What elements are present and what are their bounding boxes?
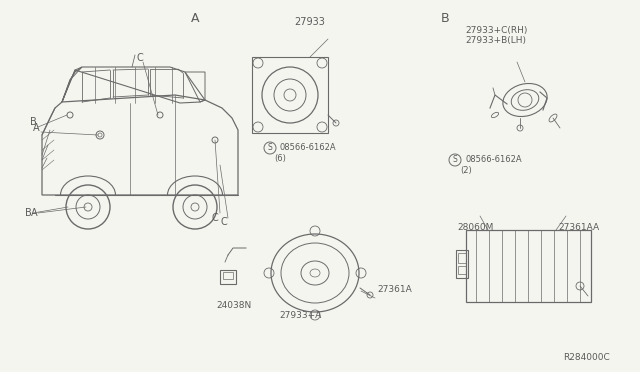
Text: C: C <box>221 217 227 227</box>
Bar <box>458 266 466 274</box>
Text: C: C <box>136 53 143 63</box>
Text: S: S <box>452 155 458 164</box>
Bar <box>252 57 328 133</box>
Text: B: B <box>441 12 449 25</box>
Text: A: A <box>33 123 39 133</box>
Text: 08566-6162A: 08566-6162A <box>280 144 337 153</box>
Bar <box>223 272 233 279</box>
Bar <box>458 253 466 263</box>
Text: A: A <box>31 208 37 218</box>
Text: (6): (6) <box>274 154 286 163</box>
Text: 28060M: 28060M <box>458 224 494 232</box>
Text: 27933+A: 27933+A <box>279 311 321 320</box>
Bar <box>456 250 468 278</box>
Text: S: S <box>268 144 273 153</box>
Text: B: B <box>24 208 31 218</box>
Text: 27361AA: 27361AA <box>558 224 599 232</box>
Text: 08566-6162A: 08566-6162A <box>465 155 522 164</box>
Text: R284000C: R284000C <box>563 353 610 362</box>
Bar <box>466 230 591 302</box>
Text: 27933+C(RH): 27933+C(RH) <box>465 26 527 35</box>
Bar <box>220 270 236 284</box>
Text: 27933: 27933 <box>294 17 325 27</box>
Text: (2): (2) <box>460 166 472 174</box>
Text: 27933+B(LH): 27933+B(LH) <box>465 35 526 45</box>
Text: C: C <box>212 213 218 223</box>
Text: 27361A: 27361A <box>377 285 412 295</box>
Text: 24038N: 24038N <box>216 301 252 310</box>
Text: A: A <box>191 12 199 25</box>
Text: B: B <box>29 117 36 127</box>
